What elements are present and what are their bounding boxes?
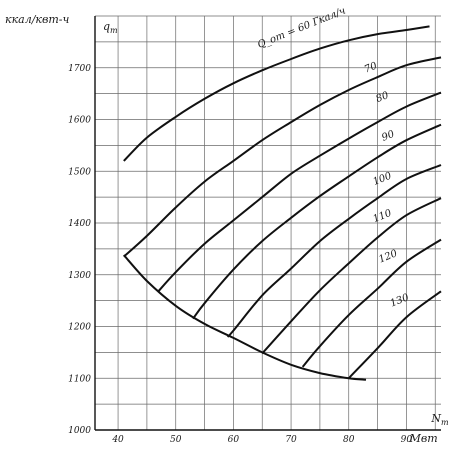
y-tick-label: 1500 xyxy=(68,167,91,177)
series-line-8 xyxy=(347,290,442,379)
envelope-line xyxy=(123,254,367,381)
x-tick-label: 60 xyxy=(228,435,240,445)
y-tick-label: 1600 xyxy=(68,116,91,126)
series-line-4 xyxy=(192,123,442,320)
x-tick-label: 80 xyxy=(343,435,355,445)
chart-series xyxy=(123,25,442,381)
curve-label: 110 xyxy=(371,208,393,226)
curve-label: 90 xyxy=(380,129,397,144)
series-line-1 xyxy=(123,25,430,162)
series-line-7 xyxy=(301,238,442,368)
x-axis-symbol: Nт xyxy=(430,412,449,427)
chart-grid xyxy=(95,15,441,430)
y-tick-label: 1700 xyxy=(68,64,91,74)
x-tick-label: 50 xyxy=(170,435,182,445)
series-line-5 xyxy=(226,164,442,338)
series-line-2 xyxy=(123,56,442,258)
y-axis-symbol: qт xyxy=(103,20,118,35)
y-tick-label: 1000 xyxy=(68,426,91,436)
y-tick-label: 1100 xyxy=(68,374,91,384)
series-line-6 xyxy=(261,197,442,355)
series-line-3 xyxy=(157,91,442,292)
y-tick-label: 1200 xyxy=(68,323,91,333)
x-tick-label: 40 xyxy=(111,435,124,445)
curve-label: 70 xyxy=(363,60,380,75)
curve-label: 80 xyxy=(374,90,391,105)
y-unit-label: ккал/квт-ч xyxy=(5,13,70,26)
y-tick-label: 1400 xyxy=(68,219,91,229)
x-tick-label: 70 xyxy=(285,435,297,445)
y-tick-label: 1300 xyxy=(68,271,91,281)
chart-axes xyxy=(94,16,441,431)
x-unit-label: Мвт xyxy=(409,432,438,445)
curve-label: 120 xyxy=(377,248,399,266)
curve-label: 100 xyxy=(371,170,393,188)
x-tick-label: 90 xyxy=(401,435,413,445)
curve-label: 130 xyxy=(389,292,411,310)
